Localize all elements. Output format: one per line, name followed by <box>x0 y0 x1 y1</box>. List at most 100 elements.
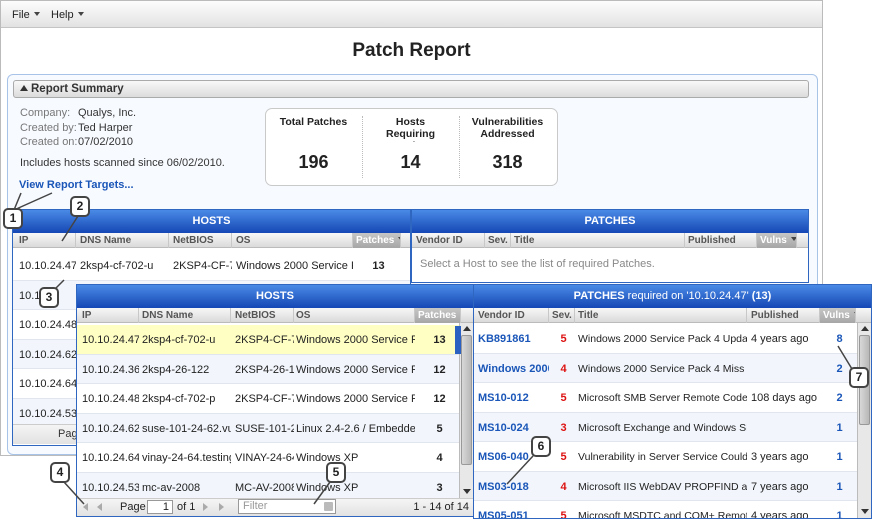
column-header[interactable]: Vulns <box>820 308 856 323</box>
grid-row[interactable] <box>77 384 459 414</box>
pager-button[interactable] <box>203 503 208 511</box>
column-header[interactable]: Vendor ID <box>413 233 485 248</box>
field-value: Ted Harper <box>78 122 133 134</box>
grid-cell: 2KSP4-CF-702- <box>235 334 294 346</box>
menu-item[interactable]: File <box>12 8 40 22</box>
grid-row[interactable] <box>474 471 857 502</box>
stats-box <box>265 108 558 186</box>
scroll-up <box>861 326 869 331</box>
grid-title: (13) <box>751 290 772 302</box>
callout: 6 <box>531 436 551 457</box>
stat-value: 196 <box>298 152 329 172</box>
grid-cell: 3 <box>560 421 567 434</box>
column-header[interactable]: OS <box>293 308 415 323</box>
callout: 3 <box>39 287 59 308</box>
column-header[interactable]: DNS Name <box>77 233 169 248</box>
grid-cell: 5 <box>560 392 567 404</box>
grid-cell: MC-AV-2008 <box>235 481 294 494</box>
grid-cell: VINAY-24-64 <box>235 452 294 464</box>
grid-cell: 4 <box>560 480 567 493</box>
grid-cell: 13 <box>372 260 385 272</box>
grid-cell: 10.10.24.53 <box>19 407 76 420</box>
grid-cell: MS10-024 <box>478 421 529 434</box>
column-header[interactable]: NetBIOS <box>170 233 232 248</box>
grid-cell: 4 <box>436 452 443 464</box>
grid-row[interactable] <box>474 501 857 518</box>
column-header[interactable]: IP <box>16 233 76 248</box>
grid-row[interactable] <box>77 413 459 444</box>
column-header[interactable]: Sev. <box>549 308 575 323</box>
grid-header: HOSTS <box>77 285 473 308</box>
grid-cell: Windows 2000 S <box>478 362 549 375</box>
grid-cell: 2ksp4-26-122 <box>142 363 210 376</box>
scroll-thumb[interactable] <box>461 335 472 465</box>
field-label: Created by: <box>20 122 77 134</box>
callout: 7 <box>849 367 869 388</box>
column-header[interactable]: IP <box>79 308 139 323</box>
grid-cell: MS05-051 <box>478 510 529 519</box>
grid-row[interactable] <box>77 354 459 385</box>
column-header[interactable]: Vulns <box>757 233 797 248</box>
report-targets-link[interactable]: View Report Targets... <box>19 179 134 191</box>
grid-row[interactable] <box>77 325 459 355</box>
column-header[interactable]: Patches <box>353 233 401 248</box>
grid-header: HOSTS <box>13 210 410 233</box>
pager-button[interactable] <box>97 503 102 511</box>
filter-clear[interactable] <box>324 502 333 511</box>
column-header-bar <box>474 308 871 323</box>
grid-title: HOSTS <box>192 215 231 227</box>
grid-row[interactable] <box>474 324 857 354</box>
column-header[interactable]: Published <box>748 308 820 323</box>
column-header[interactable]: Vendor ID <box>475 308 549 323</box>
column-header[interactable]: OS <box>233 233 353 248</box>
grid-cell: MS03-018 <box>478 480 529 493</box>
filter-input[interactable]: Filter <box>238 499 336 514</box>
grid-cell: 1 <box>836 480 843 493</box>
callout: 2 <box>70 196 90 217</box>
pager-label: Page <box>120 501 146 513</box>
grid-cell: 2KSP4-26-122 <box>235 363 294 376</box>
grid-cell: 5 <box>560 333 567 345</box>
grid-cell: 10.10.24.62 <box>82 422 139 435</box>
grid-cell: 2KSP4-CF-702- <box>173 260 232 272</box>
grid-cell: Windows 2000 Service Pack 4 Miss <box>578 362 745 375</box>
grid-row[interactable] <box>13 251 410 281</box>
page-input[interactable]: 1 <box>147 500 173 514</box>
grid-row[interactable] <box>474 383 857 413</box>
pager-button[interactable] <box>219 503 224 511</box>
grid-cell: 2ksp4-cf-702-p <box>142 393 216 405</box>
grid-cell: Linux 2.4-2.6 / Embedded Devi <box>296 422 415 435</box>
field-value: 07/02/2010 <box>78 136 134 148</box>
scrollbar <box>459 323 473 498</box>
grid-cell: 4 years ago <box>751 333 809 345</box>
grid-row[interactable] <box>77 472 459 503</box>
row-arrow <box>455 326 461 354</box>
grid-cell: 8 <box>836 333 843 345</box>
grid-cell: Microsoft MSDTC and COM+ Remote Code E <box>578 510 747 519</box>
pager-button[interactable] <box>83 503 88 511</box>
grid-cell: Windows 2000 Service Pack 3– <box>296 363 415 376</box>
grid-cell: 10.10.24.48 <box>82 393 139 405</box>
grid-cell: Windows 2000 Service Pack 4 Update Rollu… <box>578 333 747 345</box>
grid-cell: 2ksp4-cf-702-u <box>80 260 154 272</box>
column-header[interactable]: Published <box>685 233 757 248</box>
grid-row[interactable] <box>474 353 857 384</box>
grid-panel: PATCHES Vendor ID Sev. Title Published Vulns S… <box>411 209 809 283</box>
column-header[interactable]: Title <box>575 308 747 323</box>
grid-title: HOSTS <box>256 290 294 302</box>
column-header[interactable]: Patches <box>415 308 461 323</box>
column-header[interactable]: NetBIOS <box>232 308 294 323</box>
column-header[interactable]: DNS Name <box>139 308 231 323</box>
grid-cell: Microsoft SMB Server Remote Code Executi… <box>578 392 747 404</box>
grid-cell: 1 <box>836 510 843 519</box>
summary-header[interactable] <box>13 80 809 98</box>
page-title: Patch Report <box>352 40 471 61</box>
menu-item[interactable]: Help <box>51 8 84 22</box>
grid-cell: 10.10.24.64 <box>19 378 76 390</box>
pager-range: 1 - 14 of 14 <box>413 501 469 513</box>
grid-row[interactable] <box>77 443 459 473</box>
column-header[interactable]: Sev. <box>485 233 511 248</box>
column-header[interactable]: Title <box>511 233 685 248</box>
grid-cell: KB891861 <box>478 333 531 345</box>
